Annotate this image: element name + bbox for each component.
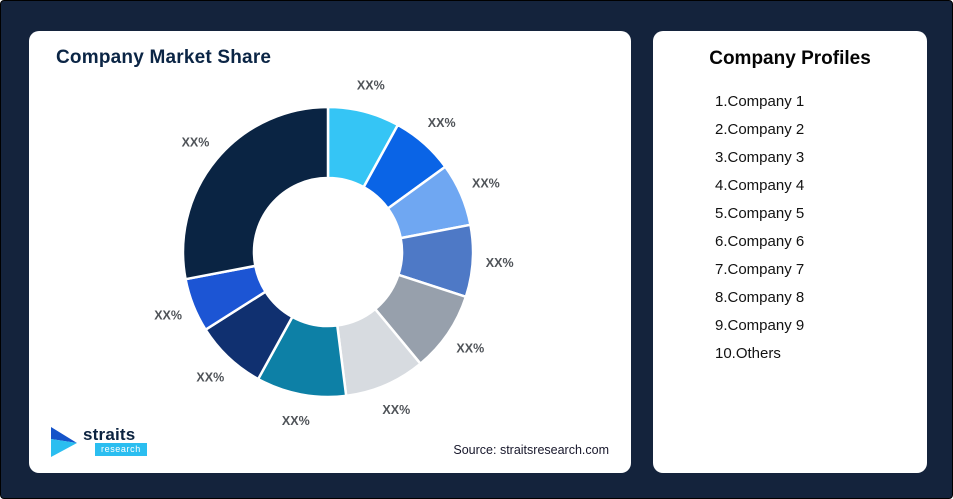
company-profiles-title: Company Profiles (709, 48, 871, 69)
donut-slice-10 (181, 105, 330, 281)
company-profiles-list: 1.Company 1 2.Company 2 3.Company 3 4.Compa… (653, 88, 927, 368)
profile-item-5: 5.Company 5 (715, 205, 805, 222)
slice-label-4: XX% (486, 256, 514, 270)
profile-item-4: 4.Company 4 (715, 177, 805, 194)
slice-label-10: XX% (182, 135, 210, 149)
profile-item-3: 3.Company 3 (715, 149, 805, 166)
straits-logo-icon (51, 427, 77, 457)
slice-label-5: XX% (456, 342, 484, 356)
profile-item-2: 2.Company 2 (715, 121, 805, 138)
logo-name: straits (83, 425, 136, 444)
slice-label-3: XX% (472, 177, 500, 191)
source-text: Source: straitsresearch.com (453, 443, 609, 457)
slice-label-9: XX% (154, 308, 182, 322)
logo-subtitle: research (95, 443, 147, 456)
profile-item-8: 8.Company 8 (715, 289, 805, 306)
slice-label-7: XX% (282, 414, 310, 428)
market-share-donut-chart: XX% XX% XX% XX% XX% XX% XX% XX% XX% XX% (154, 78, 514, 428)
slice-label-1: XX% (357, 78, 385, 92)
slice-label-2: XX% (428, 116, 456, 130)
slice-label-6: XX% (382, 403, 410, 417)
slice-label-8: XX% (196, 370, 224, 384)
market-share-card: Company Market Share XX% XX% XX% XX% XX% XX% X… (29, 31, 631, 473)
straits-research-logo: straits research (49, 423, 147, 459)
profile-item-10: 10.Others (715, 345, 781, 362)
profile-item-1: 1.Company 1 (715, 93, 805, 110)
profile-item-9: 9.Company 9 (715, 317, 805, 334)
profile-item-7: 7.Company 7 (715, 261, 805, 278)
logo-text: straits research (83, 426, 147, 456)
chart-title: Company Market Share (56, 47, 272, 68)
company-profiles-card: Company Profiles 1.Company 1 2.Company 2 3… (653, 31, 927, 473)
profile-item-6: 6.Company 6 (715, 233, 805, 250)
